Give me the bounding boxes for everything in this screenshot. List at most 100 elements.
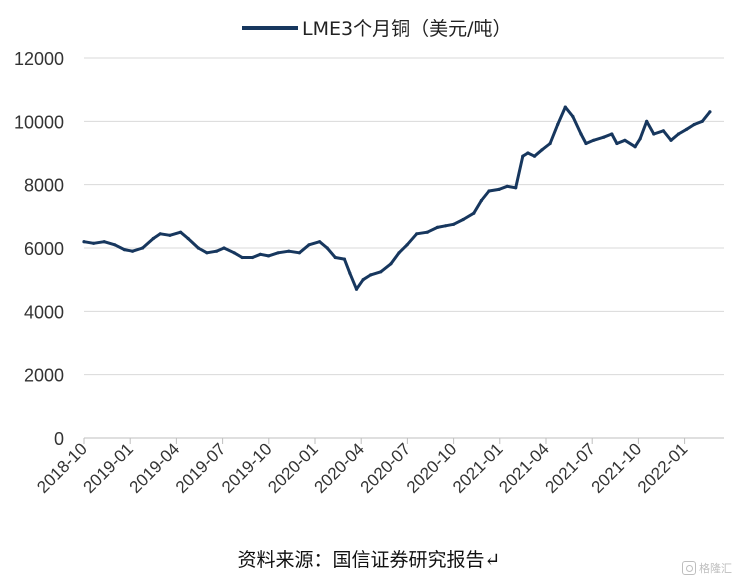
data-point	[266, 254, 271, 258]
x-tick-label: 2021-04	[495, 439, 553, 497]
data-point	[540, 148, 544, 152]
data-point	[214, 249, 219, 253]
data-point	[258, 252, 262, 256]
x-axis: 2018-102019-012019-042019-072019-102020-…	[33, 437, 724, 497]
data-point	[652, 132, 656, 136]
data-point	[102, 240, 106, 244]
data-point	[168, 233, 172, 237]
data-point	[685, 127, 689, 131]
data-point	[325, 246, 329, 250]
x-tick-label: 2022-01	[634, 439, 692, 497]
data-point	[645, 119, 649, 123]
data-point	[700, 119, 704, 123]
data-point	[602, 135, 606, 139]
data-point	[505, 184, 509, 188]
legend: LME3个月铜（美元/吨）	[242, 18, 511, 40]
data-point	[240, 255, 244, 260]
x-tick-label: 2019-10	[218, 439, 276, 497]
data-point	[571, 115, 575, 119]
data-point	[113, 243, 117, 247]
watermark: 格隆汇	[682, 560, 732, 576]
data-point	[425, 230, 429, 234]
legend-label: LME3个月铜（美元/吨）	[302, 18, 511, 40]
data-point	[623, 138, 627, 142]
watermark-logo-icon	[682, 561, 696, 575]
data-point	[82, 240, 86, 244]
x-tick-label: 2021-07	[541, 439, 599, 497]
data-point	[461, 217, 465, 222]
data-point	[158, 232, 162, 236]
return-mark-icon: ↵	[484, 549, 501, 571]
data-point	[472, 211, 476, 215]
data-point	[333, 255, 337, 260]
data-point	[250, 255, 254, 260]
data-point	[151, 236, 155, 241]
x-tick-label: 2020-04	[310, 439, 368, 497]
data-point	[708, 110, 712, 114]
data-point	[615, 141, 619, 146]
y-tick-label: 2000	[24, 366, 64, 386]
x-tick-label: 2020-10	[403, 439, 461, 497]
data-point	[526, 151, 530, 155]
data-point	[405, 243, 409, 247]
data-point	[676, 132, 681, 136]
data-point	[307, 243, 311, 247]
data-point	[563, 105, 567, 109]
data-point	[487, 189, 491, 193]
data-point	[497, 187, 501, 191]
data-point	[397, 251, 401, 255]
data-point	[354, 287, 359, 291]
series-line-0	[82, 105, 712, 291]
data-point	[130, 249, 135, 253]
data-point	[638, 137, 642, 141]
data-point	[514, 186, 518, 190]
y-axis: 0 2000 4000 6000 8000 10000 12000	[14, 49, 64, 449]
data-point	[556, 122, 560, 127]
x-tick-label: 2019-01	[79, 439, 137, 497]
data-point	[548, 141, 552, 146]
data-point	[297, 251, 301, 255]
x-tick-label: 2019-04	[126, 439, 184, 497]
data-point	[318, 240, 322, 244]
data-point	[610, 132, 614, 136]
source-text: 资料来源：国信证券研究报告	[237, 549, 485, 571]
data-point	[348, 271, 352, 275]
watermark-text: 格隆汇	[699, 562, 732, 575]
data-point	[452, 222, 456, 226]
y-tick-label: 10000	[14, 112, 64, 132]
data-point	[389, 262, 393, 266]
x-tick-label: 2020-01	[264, 439, 322, 497]
data-point	[196, 246, 200, 250]
data-point	[521, 154, 525, 158]
data-point	[692, 122, 696, 127]
data-point	[579, 132, 583, 136]
data-point	[92, 241, 96, 245]
data-point	[584, 141, 588, 146]
data-point	[415, 232, 419, 236]
data-point	[232, 251, 236, 255]
data-point	[287, 249, 291, 253]
data-point	[122, 248, 126, 252]
data-point	[592, 138, 596, 142]
data-point	[141, 246, 145, 250]
x-tick-label: 2019-07	[172, 439, 230, 497]
series-lines	[82, 105, 712, 291]
data-point	[342, 257, 346, 261]
data-point	[222, 246, 226, 250]
source-caption: 资料来源：国信证券研究报告↵	[0, 545, 738, 572]
data-point	[179, 230, 183, 234]
data-point	[443, 224, 448, 228]
y-tick-label: 12000	[14, 49, 64, 69]
data-point	[532, 154, 537, 158]
grid-lines	[84, 57, 724, 376]
data-point	[361, 278, 365, 282]
data-point	[479, 198, 483, 203]
copper-price-chart: 0 2000 4000 6000 8000 10000 12000 2018-102019-…	[14, 18, 724, 497]
data-point	[435, 225, 439, 229]
data-point	[633, 145, 637, 149]
y-tick-label: 6000	[24, 239, 64, 259]
data-point	[205, 251, 209, 255]
x-tick-label: 2020-07	[357, 439, 415, 497]
x-tick-label: 2021-01	[449, 439, 507, 497]
data-point	[661, 129, 666, 133]
